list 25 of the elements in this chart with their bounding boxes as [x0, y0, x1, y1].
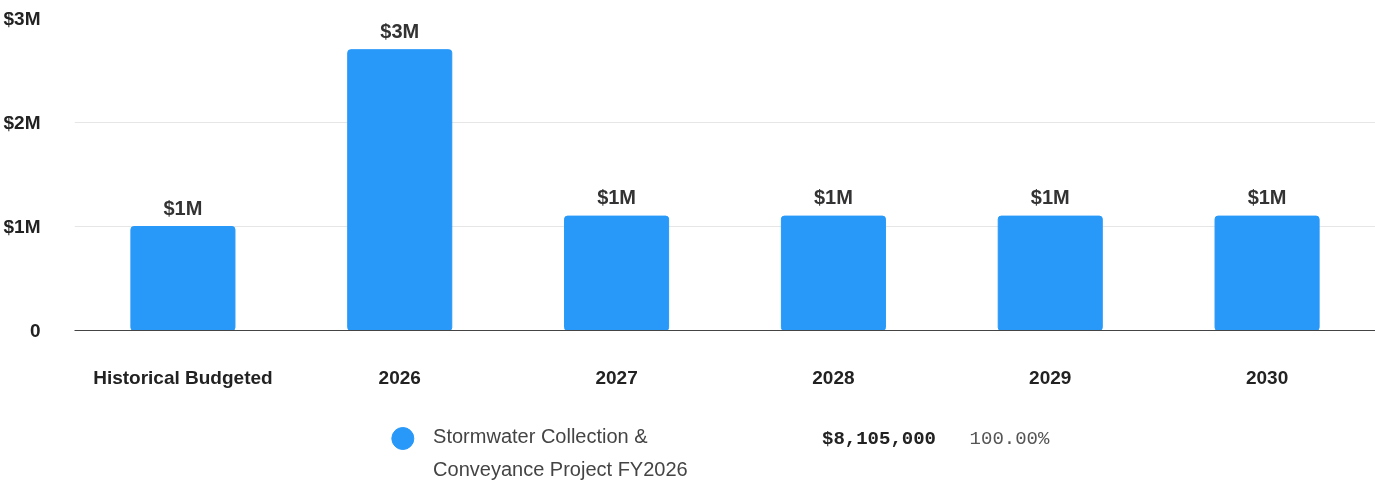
text: 100.00% — [969, 427, 1050, 450]
x-tick-label: 2026 — [378, 366, 421, 388]
data-label: $1M — [1030, 186, 1070, 209]
text: $8,105,000 — [821, 427, 937, 450]
y-tick-label: $1M — [3, 216, 41, 237]
y-tick-label: $3M — [3, 8, 41, 29]
data-label: $3M — [380, 19, 420, 42]
bar — [564, 215, 670, 331]
x-tick-label: 2027 — [595, 366, 638, 388]
data-label: $1M — [163, 196, 203, 219]
x-tick-label: Historical Budgeted — [93, 366, 273, 388]
data-label: $1M — [1247, 186, 1287, 209]
bar — [347, 49, 453, 331]
x-tick-label: 2028 — [812, 366, 855, 388]
data-label: $1M — [597, 186, 637, 209]
x-tick-label: 2030 — [1245, 366, 1289, 388]
bar — [130, 226, 236, 331]
y-tick-label: $2M — [3, 112, 41, 133]
bar — [1214, 215, 1320, 331]
bar — [780, 215, 886, 331]
bar — [997, 215, 1103, 331]
legend-label: Stormwater Collection & Conveyance Project FY2026 — [433, 424, 688, 480]
data-label: $1M — [813, 186, 853, 209]
y-tick-label: 0 — [29, 320, 41, 341]
x-tick-label: 2029 — [1029, 366, 1072, 388]
